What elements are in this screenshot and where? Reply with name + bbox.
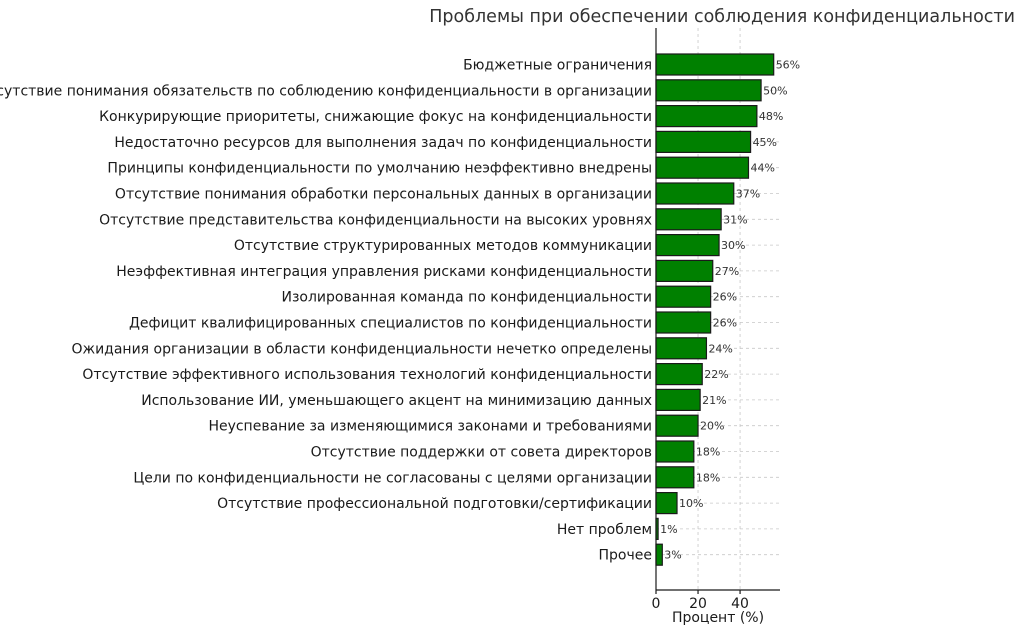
category-label: Бюджетные ограничения (463, 58, 652, 74)
bar (655, 311, 712, 334)
data-label: 24% (708, 342, 732, 355)
value-labels: 56% 50% 48% 45% 44% 37% 31% 30% 27% 26% 26% 24% 22% 2… (660, 59, 800, 562)
chart-title: Проблемы при обеспечении соблюдения конф… (429, 7, 1015, 27)
x-ticks: 0 20 40 (652, 590, 749, 612)
bar (655, 234, 720, 257)
data-label: 48% (759, 110, 783, 123)
bar (655, 104, 758, 128)
bar (655, 182, 735, 205)
category-label: Прочее (599, 548, 652, 564)
category-label: Отсутствие представительства конфиденциа… (99, 212, 652, 228)
data-label: 3% (664, 549, 681, 562)
x-tick-label: 0 (652, 596, 661, 612)
category-label: Использование ИИ, уменьшающего акцент на… (141, 393, 652, 409)
category-label: Принципы конфиденциальности по умолчанию… (107, 161, 652, 177)
bar (655, 156, 750, 179)
category-label: Изолированная команда по конфиденциально… (281, 290, 652, 306)
category-labels: Бюджетные ограничения Отсутствие понимани… (0, 58, 652, 564)
bar (655, 414, 699, 437)
category-label: Отсутствие профессиональной подготовки/с… (217, 496, 652, 512)
category-label: Неуспевание за изменяющимися законами и … (208, 419, 652, 435)
data-label: 1% (660, 523, 677, 536)
data-label: 18% (696, 471, 720, 484)
bar (655, 208, 722, 231)
x-tick-label: 20 (689, 596, 707, 612)
category-label: Недостаточно ресурсов для выполнения зад… (114, 135, 652, 151)
data-label: 26% (713, 317, 737, 330)
bar (655, 79, 762, 102)
bar (655, 363, 703, 386)
category-label: Нет проблем (557, 522, 652, 538)
data-label: 26% (713, 291, 737, 304)
data-label: 44% (750, 162, 774, 175)
bar (655, 259, 714, 282)
category-label: Неэффективная интеграция управления риск… (116, 264, 652, 280)
data-label: 31% (723, 213, 747, 226)
category-label: Отсутствие поддержки от совета директоро… (311, 445, 652, 461)
data-label: 45% (753, 136, 777, 149)
data-label: 50% (763, 84, 787, 97)
data-label: 27% (715, 265, 739, 278)
data-label: 37% (736, 188, 760, 201)
bar (655, 466, 695, 489)
category-label: Отсутствие эффективного использования те… (82, 367, 652, 383)
x-tick-label: 40 (731, 596, 749, 612)
category-label: Отсутствие понимания обязательств по соб… (0, 83, 652, 99)
data-label: 18% (696, 446, 720, 459)
data-label: 22% (704, 368, 728, 381)
category-label: Конкурирующие приоритеты, снижающие фоку… (99, 109, 652, 125)
category-label: Отсутствие структурированных методов ком… (234, 238, 652, 254)
data-label: 30% (721, 239, 745, 252)
bar (655, 440, 695, 463)
bar (655, 285, 712, 308)
data-label: 20% (700, 420, 724, 433)
bars (655, 53, 775, 566)
data-label: 21% (702, 394, 726, 407)
bar (655, 53, 775, 76)
bar (655, 130, 752, 153)
category-label: Отсутствие понимания обработки персональ… (115, 187, 652, 203)
axes (655, 28, 780, 591)
bar (655, 492, 678, 515)
category-label: Цели по конфиденциальности не согласован… (133, 470, 652, 486)
data-label: 10% (679, 497, 703, 510)
bar (655, 337, 708, 360)
x-axis-label: Процент (%) (672, 610, 764, 626)
data-label: 56% (776, 59, 800, 72)
bar (655, 388, 701, 411)
category-label: Дефицит квалифицированных специалистов п… (129, 316, 652, 332)
bar (655, 543, 663, 566)
category-label: Ожидания организации в области конфиденц… (71, 341, 652, 357)
